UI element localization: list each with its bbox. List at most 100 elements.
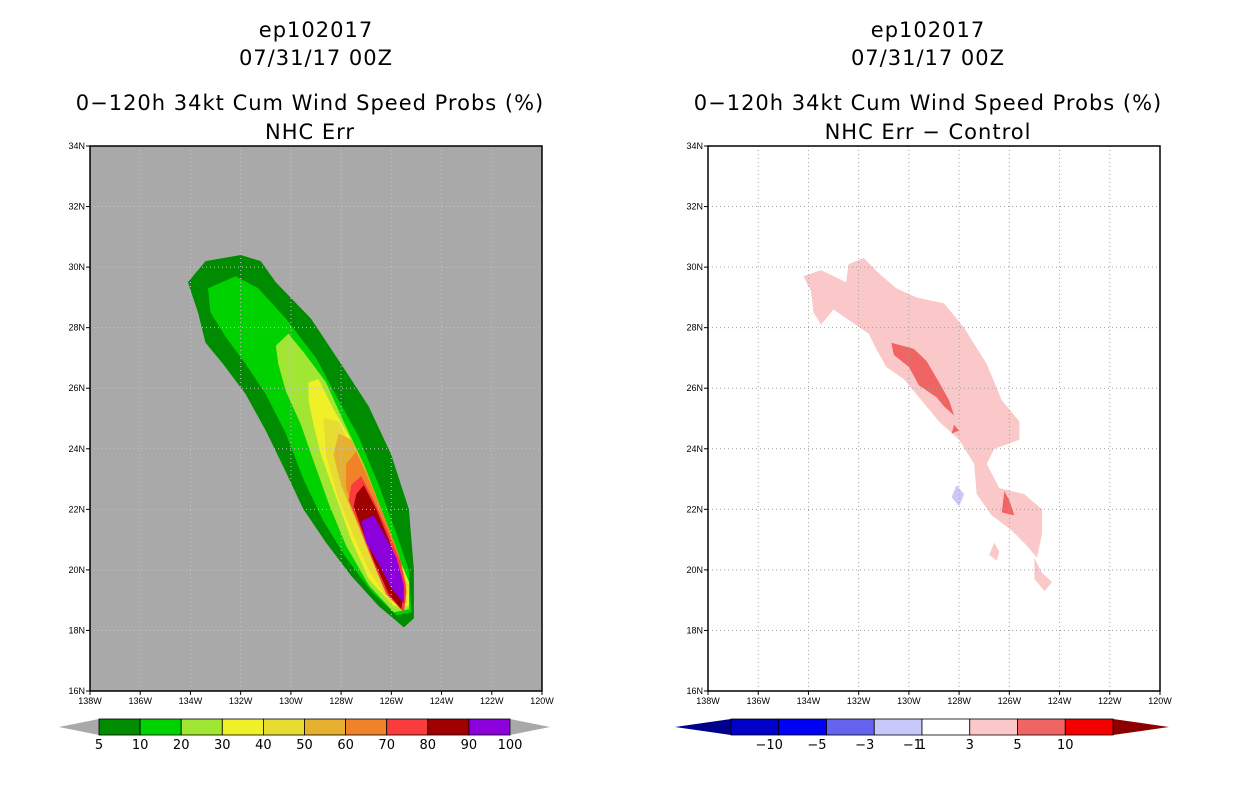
left-title-date: 07/31/17 00Z <box>238 46 394 70</box>
left-title-product: 0−120h 34kt Cum Wind Speed Probs (%) <box>75 91 545 115</box>
left-colorbar-label: 80 <box>420 738 437 753</box>
left-colorbar-swatch <box>221 718 264 736</box>
left-colorbar-swatch <box>345 718 388 736</box>
right-x-tick-label: 126W <box>998 696 1022 706</box>
left-y-tick-label: 18N <box>68 625 85 635</box>
right-colorbar-label: −1 <box>903 738 922 753</box>
left-x-tick-label: 132W <box>229 696 253 706</box>
right-colorbar-swatch <box>921 718 971 736</box>
right-y-tick-label: 24N <box>686 444 703 454</box>
right-contour-region-1 <box>1034 557 1052 592</box>
right-x-tick-label: 122W <box>1098 696 1122 706</box>
right-x-tick-label: 132W <box>847 696 871 706</box>
right-x-tick-label: 120W <box>1148 696 1172 706</box>
right-colorbar-over-triangle <box>1113 719 1169 735</box>
left-colorbar-label: 50 <box>296 738 313 753</box>
right-y-tick-label: 28N <box>686 323 703 333</box>
right-x-tick-label: 134W <box>797 696 821 706</box>
left-colorbar-swatch <box>139 718 182 736</box>
right-contour-region-4 <box>951 424 960 434</box>
left-colorbar-swatch <box>304 718 346 736</box>
left-colorbar-label: 100 <box>498 738 523 753</box>
right-x-tick-label: 128W <box>947 696 971 706</box>
right-colorbar-label: −10 <box>755 738 782 753</box>
left-contour-region-9 <box>361 515 404 604</box>
left-map-frame <box>89 145 543 692</box>
left-colorbar: 5 10 20 30 40 50 60 70 80 90 100 <box>59 718 550 753</box>
right-title-storm: ep102017 <box>870 18 986 42</box>
left-x-tick-label: 122W <box>480 696 504 706</box>
left-x-tick-label: 136W <box>128 696 152 706</box>
left-colorbar-label: 90 <box>461 738 478 753</box>
right-colorbar-swatch <box>1064 718 1114 736</box>
left-y-tick-label: 28N <box>68 323 85 333</box>
left-y-tick-label: 20N <box>68 565 85 575</box>
right-colorbar-swatch <box>873 718 923 736</box>
right-colorbar-label: −3 <box>855 738 874 753</box>
right-y-tick-label: 26N <box>686 383 703 393</box>
right-map-panel: 138W 136W 134W 132W 130W 128W 126W 124W 122W 120W… <box>686 141 1172 706</box>
left-colorbar-swatch <box>262 718 305 736</box>
right-y-tick-label: 30N <box>686 262 703 272</box>
right-colorbar-label: 10 <box>1057 738 1074 753</box>
left-colorbar-label: 70 <box>378 738 395 753</box>
left-colorbar-label: 40 <box>255 738 272 753</box>
right-contour-region-3 <box>891 342 955 416</box>
right-x-tick-label: 136W <box>746 696 770 706</box>
left-colorbar-label: 30 <box>214 738 231 753</box>
right-map-frame <box>707 145 1161 692</box>
right-y-tick-label: 22N <box>686 504 703 514</box>
right-colorbar-swatch <box>1017 718 1066 736</box>
left-y-tick-label: 30N <box>68 262 85 272</box>
left-y-tick-label: 22N <box>68 504 85 514</box>
left-colorbar-over-triangle <box>510 719 550 735</box>
left-y-tick-label: 32N <box>68 202 85 212</box>
left-colorbar-label: 5 <box>95 738 103 753</box>
left-colorbar-swatch <box>386 718 429 736</box>
left-colorbar-under-triangle <box>59 719 99 735</box>
left-x-tick-label: 134W <box>179 696 203 706</box>
right-title-date: 07/31/17 00Z <box>850 46 1006 70</box>
left-x-tick-label: 126W <box>380 696 404 706</box>
right-contour-region-0 <box>803 258 1042 558</box>
left-colorbar-swatch <box>98 718 141 736</box>
left-y-tick-label: 16N <box>68 686 85 696</box>
right-contour-region-6 <box>951 485 965 507</box>
right-contour-region-2 <box>989 542 1000 561</box>
left-x-tick-label: 124W <box>430 696 454 706</box>
right-title-product: 0−120h 34kt Cum Wind Speed Probs (%) <box>693 91 1163 115</box>
left-y-tick-label: 34N <box>68 141 85 151</box>
left-x-tick-label: 138W <box>78 696 102 706</box>
left-x-tick-label: 130W <box>279 696 303 706</box>
left-colorbar-swatch <box>468 718 511 736</box>
right-x-tick-label: 130W <box>897 696 921 706</box>
left-colorbar-swatch <box>427 718 470 736</box>
right-y-tick-label: 32N <box>686 202 703 212</box>
left-colorbar-swatch <box>180 718 223 736</box>
right-map-background <box>708 146 1160 691</box>
right-colorbar-under-triangle <box>675 719 731 735</box>
right-colorbar-label: 5 <box>1013 738 1021 753</box>
right-colorbar: −10 −5 −3 −11 3 5 10 <box>675 718 1169 753</box>
right-colorbar-label: 1 <box>918 738 926 753</box>
left-title-storm: ep102017 <box>258 18 374 42</box>
right-y-tick-label: 16N <box>686 686 703 696</box>
right-y-tick-label: 18N <box>686 625 703 635</box>
left-title-subtitle: NHC Err <box>264 120 355 144</box>
right-y-tick-label: 20N <box>686 565 703 575</box>
right-colorbar-swatch <box>778 718 827 736</box>
left-colorbar-label: 10 <box>132 738 149 753</box>
right-title-subtitle: NHC Err − Control <box>824 120 1032 144</box>
left-map-panel: 138W 136W 134W 132W 130W 128W 126W 124W 122W 120W… <box>68 141 554 706</box>
right-x-tick-label: 138W <box>696 696 720 706</box>
right-colorbar-swatch <box>969 718 1018 736</box>
left-y-tick-label: 26N <box>68 383 85 393</box>
left-colorbar-label: 60 <box>337 738 354 753</box>
left-x-tick-label: 128W <box>329 696 353 706</box>
right-colorbar-label: 3 <box>966 738 974 753</box>
left-y-tick-label: 24N <box>68 444 85 454</box>
left-colorbar-label: 20 <box>173 738 190 753</box>
right-colorbar-swatch <box>826 718 875 736</box>
right-x-tick-label: 124W <box>1048 696 1072 706</box>
